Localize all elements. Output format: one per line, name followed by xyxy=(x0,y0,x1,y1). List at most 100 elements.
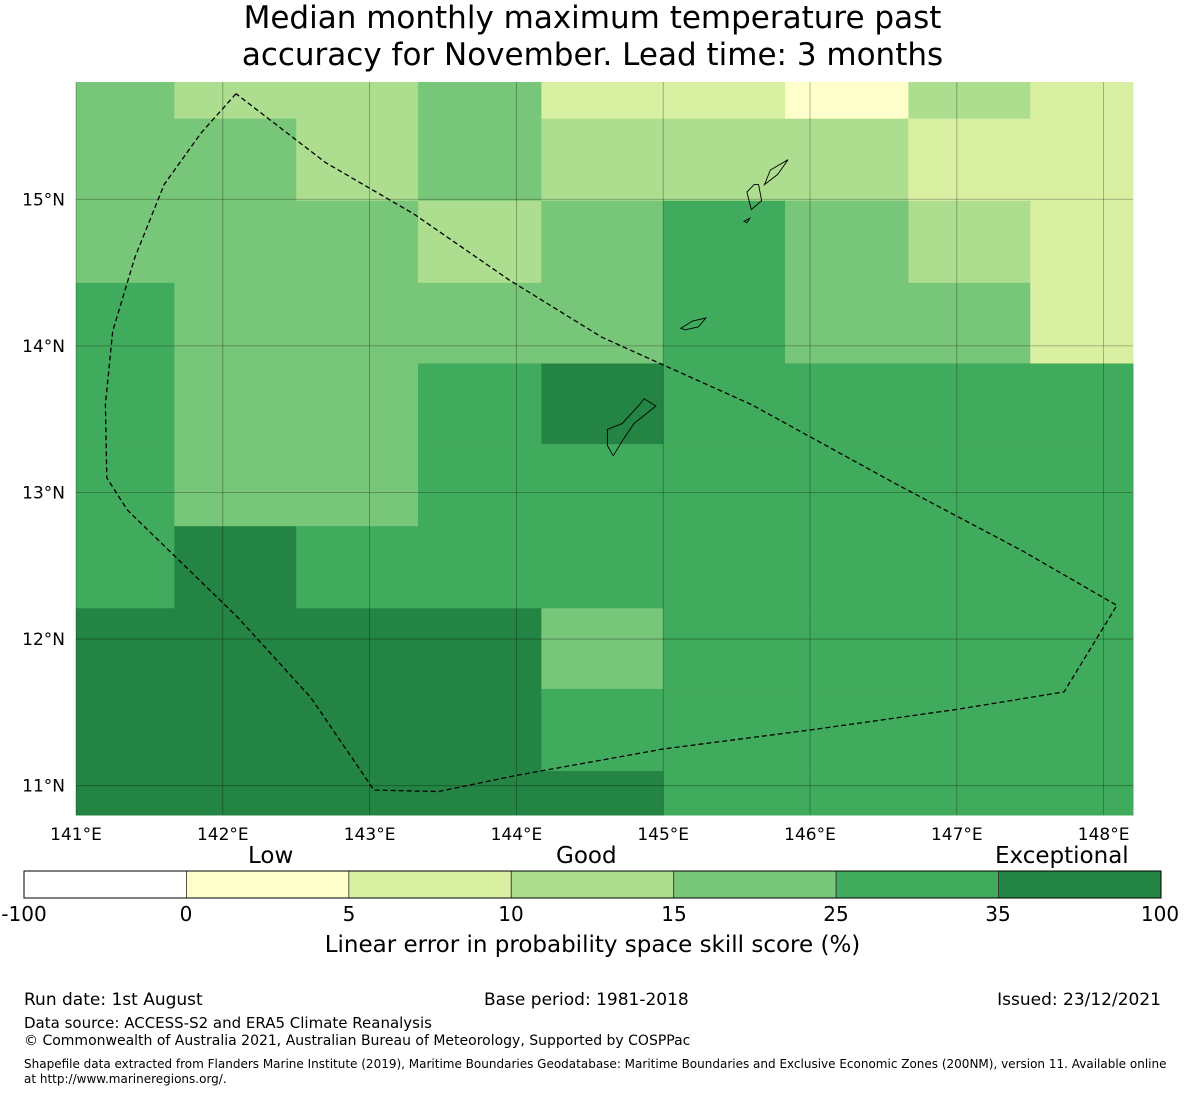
grid-cell xyxy=(663,200,786,284)
grid-cell xyxy=(76,771,175,816)
eez-boundary xyxy=(104,93,1118,793)
grid-cell xyxy=(541,688,664,772)
colorbar-swatch xyxy=(510,870,675,899)
grid-cell xyxy=(174,444,297,527)
data-source: Data source: ACCESS-S2 and ERA5 Climate … xyxy=(24,1014,432,1032)
longitude-tick-label: 141°E xyxy=(50,825,102,845)
grid-cell xyxy=(541,118,664,202)
colorbar-tick: 0 xyxy=(179,902,193,926)
grid-cell xyxy=(1030,771,1134,816)
map-title: Median monthly maximum temperature past … xyxy=(0,0,1185,74)
grid-cell xyxy=(541,282,664,364)
colorbar-label: Linear error in probability space skill … xyxy=(324,932,861,958)
grid-cell xyxy=(1030,608,1134,690)
latitude-tick-label: 11°N xyxy=(22,777,65,797)
grid-cell xyxy=(785,363,909,445)
grid-cell xyxy=(174,771,297,816)
grid-cell xyxy=(785,608,909,690)
grid-cell xyxy=(785,118,909,202)
grid-cell xyxy=(174,82,297,120)
colorbar-tick: 100 xyxy=(1140,902,1180,926)
shapefile-credit-line-1: Shapefile data extracted from Flanders M… xyxy=(24,1057,1167,1071)
grid-cell xyxy=(908,771,1031,816)
colorbar-swatch xyxy=(673,870,837,899)
grid-cell xyxy=(76,200,175,284)
grid-cell xyxy=(908,200,1031,284)
latitude-tick-label: 15°N xyxy=(22,190,65,210)
grid-cell xyxy=(908,608,1031,690)
colorbar-tick: 25 xyxy=(823,902,849,926)
longitude-tick-label: 143°E xyxy=(344,825,396,845)
colorbar-swatch xyxy=(835,870,999,899)
grid-cell xyxy=(663,118,786,202)
grid-cell xyxy=(785,444,909,527)
grid-cell xyxy=(663,526,786,609)
grid-cell xyxy=(1030,282,1134,364)
latitude-tick-label: 12°N xyxy=(22,630,65,650)
grid-cell xyxy=(76,444,175,527)
grid-cell xyxy=(541,608,664,690)
grid-cell xyxy=(174,688,297,772)
grid-cell xyxy=(908,282,1031,364)
grid-cell xyxy=(296,444,419,527)
grid-cell xyxy=(76,688,175,772)
grid-cell xyxy=(663,608,786,690)
grid-cell xyxy=(785,82,909,120)
shapefile-credit: Shapefile data extracted from Flanders M… xyxy=(24,1057,1174,1087)
run-date: Run date: 1st August xyxy=(24,990,203,1010)
grid-cell xyxy=(418,363,542,445)
grid-cell xyxy=(418,771,542,816)
grid-cell xyxy=(908,363,1031,445)
longitude-tick-label: 147°E xyxy=(931,825,983,845)
grid-cell xyxy=(1030,200,1134,284)
grid-cell xyxy=(76,82,175,120)
grid-cell xyxy=(541,200,664,284)
grid-cell xyxy=(296,200,419,284)
island-outline xyxy=(746,184,763,211)
island-outline xyxy=(606,398,657,457)
grid-cell xyxy=(663,444,786,527)
grid-cell xyxy=(76,118,175,202)
grid-cell xyxy=(1030,363,1134,445)
island-outline xyxy=(679,317,707,331)
longitude-tick-label: 146°E xyxy=(784,825,836,845)
latitude-tick-label: 13°N xyxy=(22,483,65,503)
title-line-1: Median monthly maximum temperature past xyxy=(243,0,942,36)
colorbar-swatch xyxy=(186,870,350,899)
grid-cell xyxy=(418,444,542,527)
grid-cell xyxy=(296,118,419,202)
shapefile-credit-line-2: at http://www.marineregions.org/. xyxy=(24,1072,227,1086)
island-outline xyxy=(742,217,752,224)
grid-cell xyxy=(908,688,1031,772)
grid-cell xyxy=(296,526,419,609)
grid-cell xyxy=(1030,118,1134,202)
issued-date: Issued: 23/12/2021 xyxy=(997,990,1161,1010)
grid-cell xyxy=(908,444,1031,527)
grid-cell xyxy=(663,688,786,772)
grid-cell xyxy=(418,118,542,202)
colorbar-tick: 35 xyxy=(985,902,1011,926)
colorbar-swatch xyxy=(998,870,1162,899)
grid-cell xyxy=(174,200,297,284)
grid-cell xyxy=(76,363,175,445)
grid-cell xyxy=(418,608,542,690)
grid-cell xyxy=(418,688,542,772)
grid-cell xyxy=(1030,526,1134,609)
longitude-tick-label: 148°E xyxy=(1078,825,1130,845)
grid-cell xyxy=(541,444,664,527)
colorbar-category-good: Good xyxy=(556,843,617,869)
grid-cell xyxy=(785,771,909,816)
grid-cell xyxy=(296,608,419,690)
copyright: © Commonwealth of Australia 2021, Austra… xyxy=(24,1033,691,1049)
grid-cell xyxy=(663,771,786,816)
grid-cell xyxy=(296,688,419,772)
grid-cell xyxy=(663,363,786,445)
grid-cell xyxy=(174,363,297,445)
grid-cell xyxy=(663,282,786,364)
longitude-tick-label: 144°E xyxy=(491,825,543,845)
island-outline xyxy=(763,159,789,186)
longitude-tick-label: 145°E xyxy=(637,825,689,845)
grid-cell xyxy=(418,526,542,609)
grid-cell xyxy=(296,363,419,445)
latitude-tick-label: 14°N xyxy=(22,337,65,357)
